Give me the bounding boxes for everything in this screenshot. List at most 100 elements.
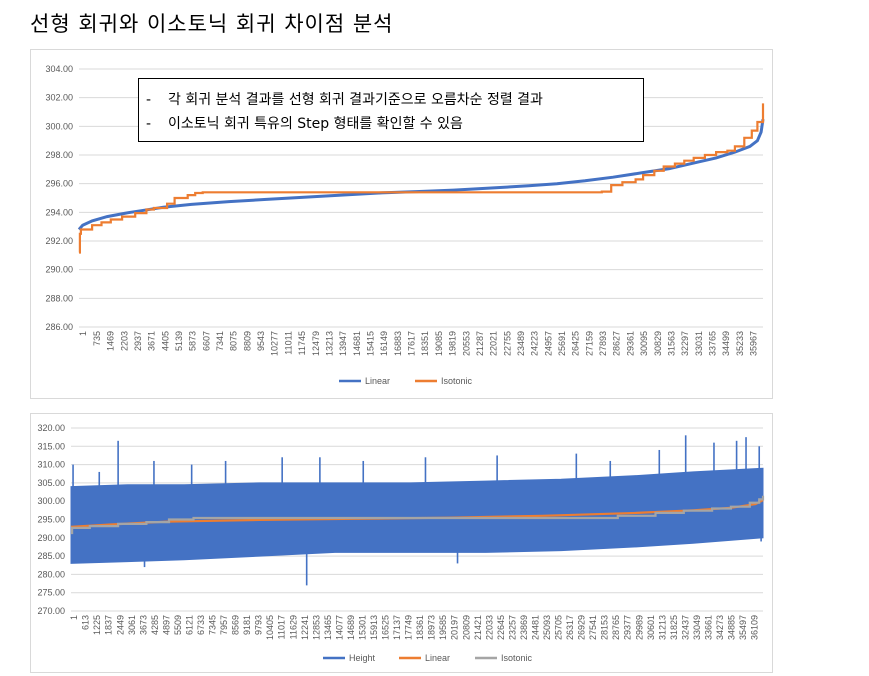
x-tick-label: 30601: [646, 615, 656, 640]
y-tick-label: 310.00: [37, 460, 65, 470]
x-tick-label: 6121: [184, 615, 194, 635]
note-line-1: -각 회귀 분석 결과를 선형 회귀 결과기준으로 오름차순 정렬 결과: [146, 92, 543, 108]
series-line-isotonic: [78, 103, 765, 254]
x-tick-label: 735: [92, 331, 102, 346]
x-tick-label: 24481: [530, 615, 540, 640]
x-tick-label: 32437: [680, 615, 690, 640]
x-tick-label: 11017: [277, 615, 287, 639]
y-tick-label: 280.00: [37, 569, 65, 579]
y-tick-label: 295.00: [37, 515, 65, 525]
y-tick-label: 290.00: [37, 533, 65, 543]
x-tick-label: 1: [69, 615, 79, 620]
x-tick-label: 2937: [133, 331, 143, 351]
x-tick-label: 14681: [352, 331, 362, 356]
x-tick-label: 32297: [680, 331, 690, 356]
x-tick-label: 33049: [692, 615, 702, 640]
x-tick-label: 13465: [323, 615, 333, 640]
x-tick-label: 12479: [311, 331, 321, 356]
x-tick-label: 7957: [219, 615, 229, 635]
x-tick-label: 25705: [554, 615, 564, 640]
y-tick-label: 294.00: [45, 207, 73, 217]
x-tick-label: 19585: [438, 615, 448, 640]
x-tick-label: 30829: [653, 331, 663, 356]
x-tick-label: 27541: [588, 615, 598, 640]
legend-label-isotonic: Isotonic: [501, 653, 533, 663]
x-tick-label: 33661: [703, 615, 713, 640]
legend-label-isotonic: Isotonic: [441, 376, 473, 386]
x-tick-label: 34885: [727, 615, 737, 640]
x-tick-label: 31213: [657, 615, 667, 640]
legend-label-linear: Linear: [425, 653, 450, 663]
x-tick-label: 6607: [201, 331, 211, 351]
x-tick-label: 35233: [735, 331, 745, 356]
x-tick-label: 31825: [669, 615, 679, 640]
y-tick-label: 286.00: [45, 322, 73, 332]
legend: Height Linear Isotonic: [323, 653, 533, 663]
x-tick-label: 27893: [598, 331, 608, 356]
x-tick-label: 7345: [208, 615, 218, 635]
y-tick-label: 290.00: [45, 265, 73, 275]
legend-label-linear: Linear: [365, 376, 390, 386]
x-tick-label: 24957: [543, 331, 553, 356]
height-comparison-plot: 320.00 315.00 310.00 305.00 300.00 295.00 290.…: [37, 423, 765, 663]
height-series-band: [70, 467, 764, 564]
x-tick-label: 7341: [215, 331, 225, 351]
x-tick-label: 3671: [147, 331, 157, 351]
x-tick-label: 25093: [542, 615, 552, 640]
x-tick-label: 6733: [196, 615, 206, 635]
x-tick-label: 13213: [324, 331, 334, 356]
y-tick-label: 296.00: [45, 179, 73, 189]
x-tick-label: 11011: [283, 331, 293, 355]
x-tick-label: 11629: [288, 615, 298, 639]
x-tick-label: 15301: [357, 615, 367, 640]
x-tick-label: 28153: [600, 615, 610, 640]
x-tick-label: 27159: [584, 331, 594, 356]
x-tick-label: 24223: [530, 331, 540, 356]
x-tick-label: 5139: [174, 331, 184, 351]
x-tick-label: 3673: [138, 615, 148, 635]
y-tick-label: 300.00: [37, 496, 65, 506]
x-tick-label: 33765: [707, 331, 717, 356]
note-text-1: 각 회귀 분석 결과를 선형 회귀 결과기준으로 오름차순 정렬 결과: [168, 92, 543, 108]
x-tick-label: 23257: [507, 615, 517, 640]
x-tick-label: 12853: [311, 615, 321, 640]
x-tick-label: 26929: [577, 615, 587, 640]
y-tick-label: 300.00: [45, 121, 73, 131]
y-tick-label: 320.00: [37, 423, 65, 433]
x-tick-label: 35497: [738, 615, 748, 640]
x-tick-label: 18361: [415, 615, 425, 640]
x-tick-label: 26425: [571, 331, 581, 356]
x-tick-label: 29989: [634, 615, 644, 640]
x-tick-label: 36109: [750, 615, 760, 640]
x-tick-label: 22645: [496, 615, 506, 640]
x-tick-label: 8075: [229, 331, 239, 351]
x-tick-label: 16883: [393, 331, 403, 356]
height-comparison-chart: 320.00 315.00 310.00 305.00 300.00 295.00 290.…: [30, 413, 773, 673]
x-tick-label: 28765: [611, 615, 621, 640]
x-tick-label: 20197: [450, 615, 460, 640]
series-line-linear: [77, 118, 765, 231]
x-tick-label: 30095: [639, 331, 649, 356]
x-tick-label: 19085: [434, 331, 444, 356]
y-tick-label: 270.00: [37, 606, 65, 616]
x-tick-label: 21287: [475, 331, 485, 356]
x-tick-label: 23869: [519, 615, 529, 640]
note-line-2: - 이소토닉 회귀 특유의 Step 형태를 확인할 수 있음: [146, 116, 463, 132]
legend-label-height: Height: [349, 653, 376, 663]
x-tick-label: 17137: [392, 615, 402, 640]
x-tick-label: 1225: [92, 615, 102, 635]
x-tick-label: 12241: [300, 615, 310, 640]
x-tick-label: 29377: [623, 615, 633, 640]
y-tick-label: 305.00: [37, 478, 65, 488]
sorted-regression-chart: 304.00 302.00 300.00 298.00 296.00 294.00 292.…: [30, 49, 773, 399]
y-tick-label: 304.00: [45, 64, 73, 74]
x-tick-label: 5509: [173, 615, 183, 635]
x-tick-label: 28627: [612, 331, 622, 356]
y-tick-label: 298.00: [45, 150, 73, 160]
y-tick-label: 288.00: [45, 293, 73, 303]
x-tick-label: 35967: [749, 331, 759, 356]
y-tick-label: 302.00: [45, 93, 73, 103]
x-tick-label: 15913: [369, 615, 379, 640]
y-tick-label: 275.00: [37, 588, 65, 598]
x-tick-label: 8569: [231, 615, 241, 635]
